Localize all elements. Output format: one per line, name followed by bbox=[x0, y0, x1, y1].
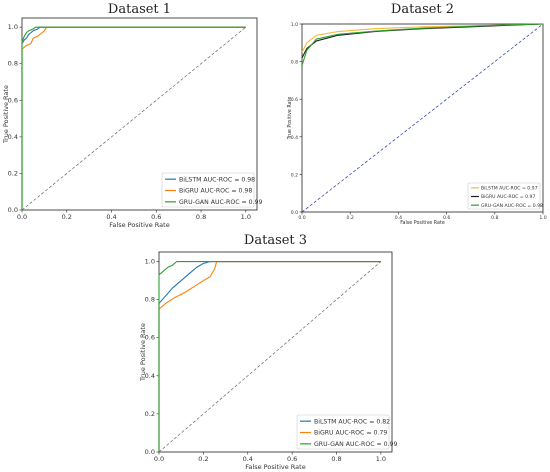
x-tick-label: 0.2 bbox=[347, 215, 354, 221]
roc-curve-2 bbox=[21, 26, 246, 210]
y-tick-label: 0.8 bbox=[145, 296, 155, 304]
chart-title: Dataset 2 bbox=[391, 2, 454, 17]
chance-diagonal-line bbox=[21, 26, 247, 211]
chart-2: Dataset 2 0.0 0.2 0.4 0.6 0.8 1.0 0.0 0.2 0.4 0.6 0… bbox=[287, 2, 547, 226]
chart-title: Dataset 3 bbox=[244, 233, 307, 248]
legend: BiLSTM AUC-ROC = 0.97 BiGRU AUC-ROC = 0.9… bbox=[467, 182, 543, 210]
legend-entry: BiLSTM AUC-ROC = 0.82 bbox=[314, 418, 390, 425]
x-tick-label: 0.6 bbox=[287, 455, 297, 463]
y-tick-label: 0.6 bbox=[145, 334, 155, 342]
y-tick-label: 0.4 bbox=[8, 133, 18, 141]
legend-entry: BiGRU AUC-ROC = 0.97 bbox=[481, 194, 535, 200]
x-tick-label: 0.0 bbox=[298, 215, 305, 221]
legend-box bbox=[467, 182, 541, 210]
x-axis-label: False Positive Rate bbox=[245, 463, 305, 471]
legend-entry: BiLSTM AUC-ROC = 0.97 bbox=[481, 185, 538, 191]
chance-diagonal-line bbox=[301, 23, 544, 213]
legend: BiLSTM AUC-ROC = 0.98 BiGRU AUC-ROC = 0.9… bbox=[161, 172, 262, 208]
x-tick-label: 0.8 bbox=[331, 455, 341, 463]
y-tick-label: 1.0 bbox=[8, 23, 18, 31]
roc-curve-3 bbox=[301, 23, 544, 66]
legend: BiLSTM AUC-ROC = 0.82 BiGRU AUC-ROC = 0.7… bbox=[296, 414, 397, 450]
legend-entry: BiGRU AUC-ROC = 0.79 bbox=[314, 430, 387, 437]
x-tick-label: 0.8 bbox=[491, 215, 498, 221]
chart-3: Dataset 3 0.0 0.2 0.4 0.6 0.8 1.0 0.0 0.2 0.4 0.6 0… bbox=[139, 233, 397, 471]
x-tick-label: 1.0 bbox=[241, 213, 251, 221]
x-tick-label: 0.2 bbox=[198, 455, 208, 463]
y-tick-label: 0.2 bbox=[8, 169, 18, 177]
x-tick-label: 1.0 bbox=[376, 455, 386, 463]
x-tick-label: 1.0 bbox=[539, 215, 546, 221]
legend-entry: GRU-GAN AUC-ROC = 0.99 bbox=[314, 441, 397, 448]
x-tick-label: 0.6 bbox=[151, 213, 161, 221]
x-tick-label: 0.4 bbox=[106, 213, 116, 221]
roc-curve-1 bbox=[21, 26, 246, 210]
y-tick-label: 0.0 bbox=[145, 448, 155, 456]
y-tick-label: 1.0 bbox=[291, 22, 298, 28]
y-tick-label: 0.4 bbox=[145, 372, 155, 380]
y-tick-label: 0.6 bbox=[291, 97, 298, 103]
y-tick-label: 0.0 bbox=[8, 206, 18, 214]
x-tick-label: 0.6 bbox=[443, 215, 450, 221]
y-tick-label: 0.2 bbox=[291, 172, 298, 178]
x-axis-label: False Positive Rate bbox=[400, 220, 445, 226]
roc-curve-2 bbox=[301, 23, 544, 59]
plot-frame bbox=[301, 23, 544, 213]
roc-curve-3 bbox=[21, 26, 246, 210]
y-tick-label: 0.2 bbox=[145, 410, 155, 418]
y-tick-label: 0.8 bbox=[8, 60, 18, 68]
legend-entry: BiLSTM AUC-ROC = 0.98 bbox=[179, 176, 255, 183]
y-tick-label: 0.8 bbox=[291, 60, 298, 66]
roc-curve-2 bbox=[158, 260, 381, 452]
x-tick-label: 0.2 bbox=[62, 213, 72, 221]
chance-diagonal-line bbox=[158, 261, 382, 453]
legend-entry: BiGRU AUC-ROC = 0.98 bbox=[179, 188, 252, 195]
y-tick-label: 1.0 bbox=[145, 258, 155, 266]
chart-1: Dataset 1 0.0 0.2 0.4 0.6 0.8 1.0 0.0 0.2 0.4 0.6 0… bbox=[2, 2, 262, 229]
y-axis-label: True Positive Rate bbox=[139, 323, 147, 382]
y-axis-label: True Positive Rate bbox=[287, 97, 293, 141]
chart-title: Dataset 1 bbox=[108, 2, 171, 17]
y-tick-label: 0.0 bbox=[291, 210, 298, 216]
roc-curve-3 bbox=[158, 260, 381, 452]
y-tick-label: 0.6 bbox=[8, 96, 18, 104]
x-tick-label: 0.0 bbox=[17, 213, 27, 221]
legend-box bbox=[161, 172, 255, 208]
y-axis-label: True Positive Rate bbox=[2, 85, 10, 144]
x-axis-label: False Positive Rate bbox=[109, 221, 169, 229]
roc-curve-1 bbox=[158, 260, 381, 452]
legend-box bbox=[296, 414, 390, 450]
x-tick-label: 0.4 bbox=[395, 215, 402, 221]
x-tick-label: 0.0 bbox=[154, 455, 164, 463]
x-tick-label: 0.8 bbox=[196, 213, 206, 221]
x-tick-label: 0.4 bbox=[243, 455, 253, 463]
legend-entry: GRU-GAN AUC-ROC = 0.98 bbox=[481, 203, 543, 209]
y-tick-label: 0.4 bbox=[291, 135, 298, 141]
legend-entry: GRU-GAN AUC-ROC = 0.99 bbox=[179, 199, 262, 206]
